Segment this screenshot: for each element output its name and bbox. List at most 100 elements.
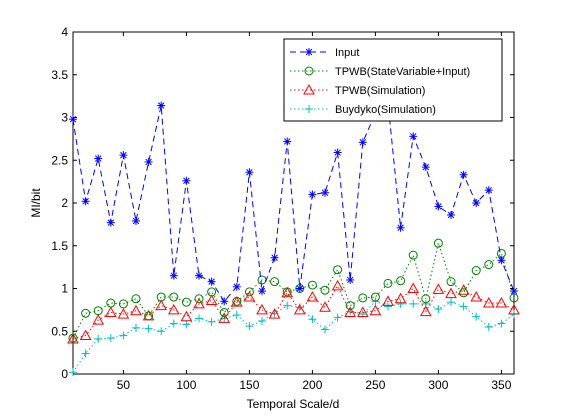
data-point-0-0 [69, 115, 77, 124]
legend-label-0: Input [335, 47, 359, 59]
data-point-2-0 [67, 332, 79, 344]
series-line-1 [72, 241, 515, 339]
data-point-2-24 [369, 304, 382, 316]
data-point-1-22 [345, 301, 355, 311]
data-point-0-28 [421, 163, 430, 172]
data-point-1-28 [421, 294, 431, 304]
data-point-1-12 [219, 307, 229, 317]
series-2 [67, 279, 520, 344]
data-point-0-4 [119, 151, 128, 160]
data-point-2-26 [394, 292, 407, 304]
y-tick-label-8: 4 [61, 25, 68, 39]
legend-marker-1 [304, 66, 314, 76]
data-point-2-8 [167, 303, 180, 315]
x-tick-label-1: 100 [176, 378, 196, 392]
data-point-0-13 [232, 282, 241, 291]
data-point-0-5 [132, 216, 140, 225]
data-point-3-2 [94, 334, 103, 343]
data-point-0-14 [245, 168, 254, 177]
data-point-3-33 [484, 322, 493, 331]
data-point-3-21 [333, 313, 342, 322]
data-point-0-9 [182, 176, 191, 185]
legend-label-2: TPWB(Simulation) [335, 85, 425, 97]
data-point-3-9 [182, 320, 191, 329]
data-point-2-3 [104, 306, 117, 317]
data-point-0-8 [169, 271, 178, 280]
data-point-1-4 [118, 299, 128, 309]
data-point-3-0 [69, 368, 77, 377]
data-point-1-32 [471, 266, 481, 276]
data-point-0-2 [94, 154, 103, 163]
data-point-3-7 [157, 327, 166, 336]
data-point-2-1 [79, 329, 92, 341]
data-point-3-15 [258, 316, 266, 325]
data-point-1-27 [408, 250, 418, 260]
data-point-2-22 [344, 306, 357, 317]
data-point-3-10 [195, 314, 203, 323]
legend-entry-3: Buydyko(Simulation) [290, 104, 436, 116]
legend: Input TPWB(StateVariable+Input) TPWB(Simul… [283, 38, 503, 122]
legend-marker-3 [305, 105, 313, 113]
data-point-1-25 [383, 278, 393, 288]
legend-label-3: Buydyko(Simulation) [335, 104, 436, 116]
data-point-0-21 [333, 148, 342, 157]
x-tick-label-3: 200 [302, 378, 322, 392]
data-point-2-23 [356, 306, 369, 317]
data-point-3-14 [245, 322, 254, 331]
data-point-3-26 [396, 299, 405, 308]
data-point-2-16 [268, 308, 281, 319]
y-axis-label: MI/bit [29, 188, 43, 218]
data-point-2-15 [256, 303, 268, 315]
data-point-2-29 [432, 283, 445, 294]
data-point-0-12 [220, 297, 229, 306]
data-point-2-20 [319, 301, 331, 312]
data-point-2-17 [281, 286, 294, 298]
data-point-2-18 [293, 303, 306, 315]
data-point-0-26 [396, 223, 405, 232]
data-point-0-27 [409, 132, 418, 141]
series-0 [69, 98, 518, 306]
data-point-3-30 [447, 298, 455, 307]
x-tick-label-5: 300 [428, 378, 448, 392]
data-point-1-26 [396, 276, 406, 286]
data-point-1-21 [333, 265, 343, 275]
data-point-2-32 [470, 291, 483, 302]
data-point-2-11 [205, 294, 218, 305]
data-point-1-20 [320, 285, 330, 295]
data-point-1-24 [370, 292, 380, 302]
data-point-3-32 [472, 312, 481, 321]
legend-entry-0: Input [290, 47, 359, 59]
data-point-2-14 [243, 291, 256, 302]
legend-marker-2 [303, 83, 315, 95]
x-axis-label: Temporal Scale/d [247, 397, 340, 411]
x-tick-label-0: 50 [117, 378, 131, 392]
data-point-0-34 [497, 256, 506, 265]
data-point-0-23 [358, 138, 367, 147]
y-tick-label-1: 0.5 [51, 324, 68, 338]
data-point-0-10 [195, 271, 203, 280]
data-point-2-35 [508, 303, 520, 315]
data-point-1-2 [93, 306, 103, 316]
data-point-3-25 [384, 302, 392, 311]
data-point-2-19 [306, 291, 319, 302]
data-point-0-30 [447, 210, 455, 219]
data-point-1-17 [282, 287, 292, 297]
data-point-3-20 [321, 325, 329, 334]
legend-entry-1: TPWB(StateVariable+Input) [290, 66, 470, 78]
data-point-3-31 [459, 302, 468, 311]
data-point-0-7 [157, 101, 166, 110]
data-point-2-28 [419, 305, 432, 317]
data-point-3-17 [283, 301, 292, 310]
data-point-2-13 [230, 296, 243, 307]
data-point-3-5 [132, 323, 140, 332]
data-point-1-6 [144, 311, 154, 321]
data-point-0-3 [106, 218, 115, 227]
data-point-1-3 [106, 298, 116, 308]
data-point-1-33 [484, 260, 494, 270]
data-point-0-29 [434, 202, 443, 211]
data-point-1-14 [244, 287, 254, 297]
data-point-1-16 [270, 277, 280, 287]
data-point-3-1 [81, 349, 90, 358]
data-point-0-32 [472, 199, 481, 207]
